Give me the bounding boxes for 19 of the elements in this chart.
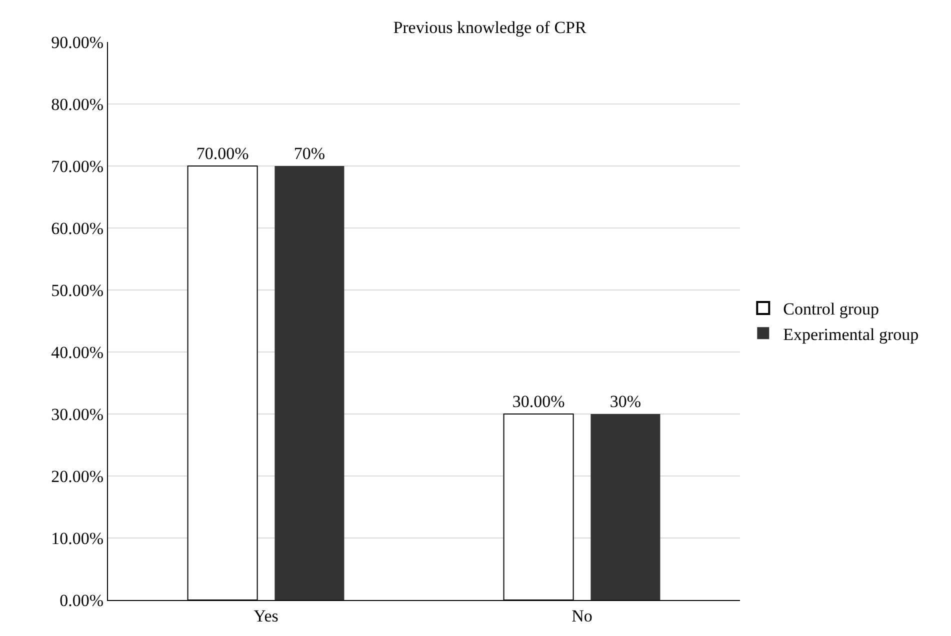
- legend-label: Control group: [783, 300, 880, 319]
- y-tick-label: 50.00%: [51, 280, 104, 300]
- data-label: 30.00%: [512, 392, 565, 411]
- x-tick-label: Yes: [254, 606, 278, 626]
- x-tick-label: No: [572, 606, 592, 626]
- data-label: 70%: [294, 144, 326, 163]
- legend-label: Experimental group: [783, 324, 919, 344]
- y-tick-label: 60.00%: [51, 218, 104, 238]
- data-label: 70.00%: [196, 144, 249, 163]
- y-tick-label: 70.00%: [51, 156, 104, 176]
- chart-title: Previous knowledge of CPR: [393, 18, 587, 37]
- y-tick-label: 0.00%: [60, 590, 104, 610]
- y-tick-label: 90.00%: [51, 32, 104, 52]
- y-tick-label: 10.00%: [51, 528, 104, 548]
- y-tick-label: 40.00%: [51, 342, 104, 362]
- y-tick-label: 30.00%: [51, 404, 104, 424]
- data-label: 30%: [610, 392, 642, 411]
- y-tick-label: 20.00%: [51, 466, 104, 486]
- y-tick-label: 80.00%: [51, 94, 104, 114]
